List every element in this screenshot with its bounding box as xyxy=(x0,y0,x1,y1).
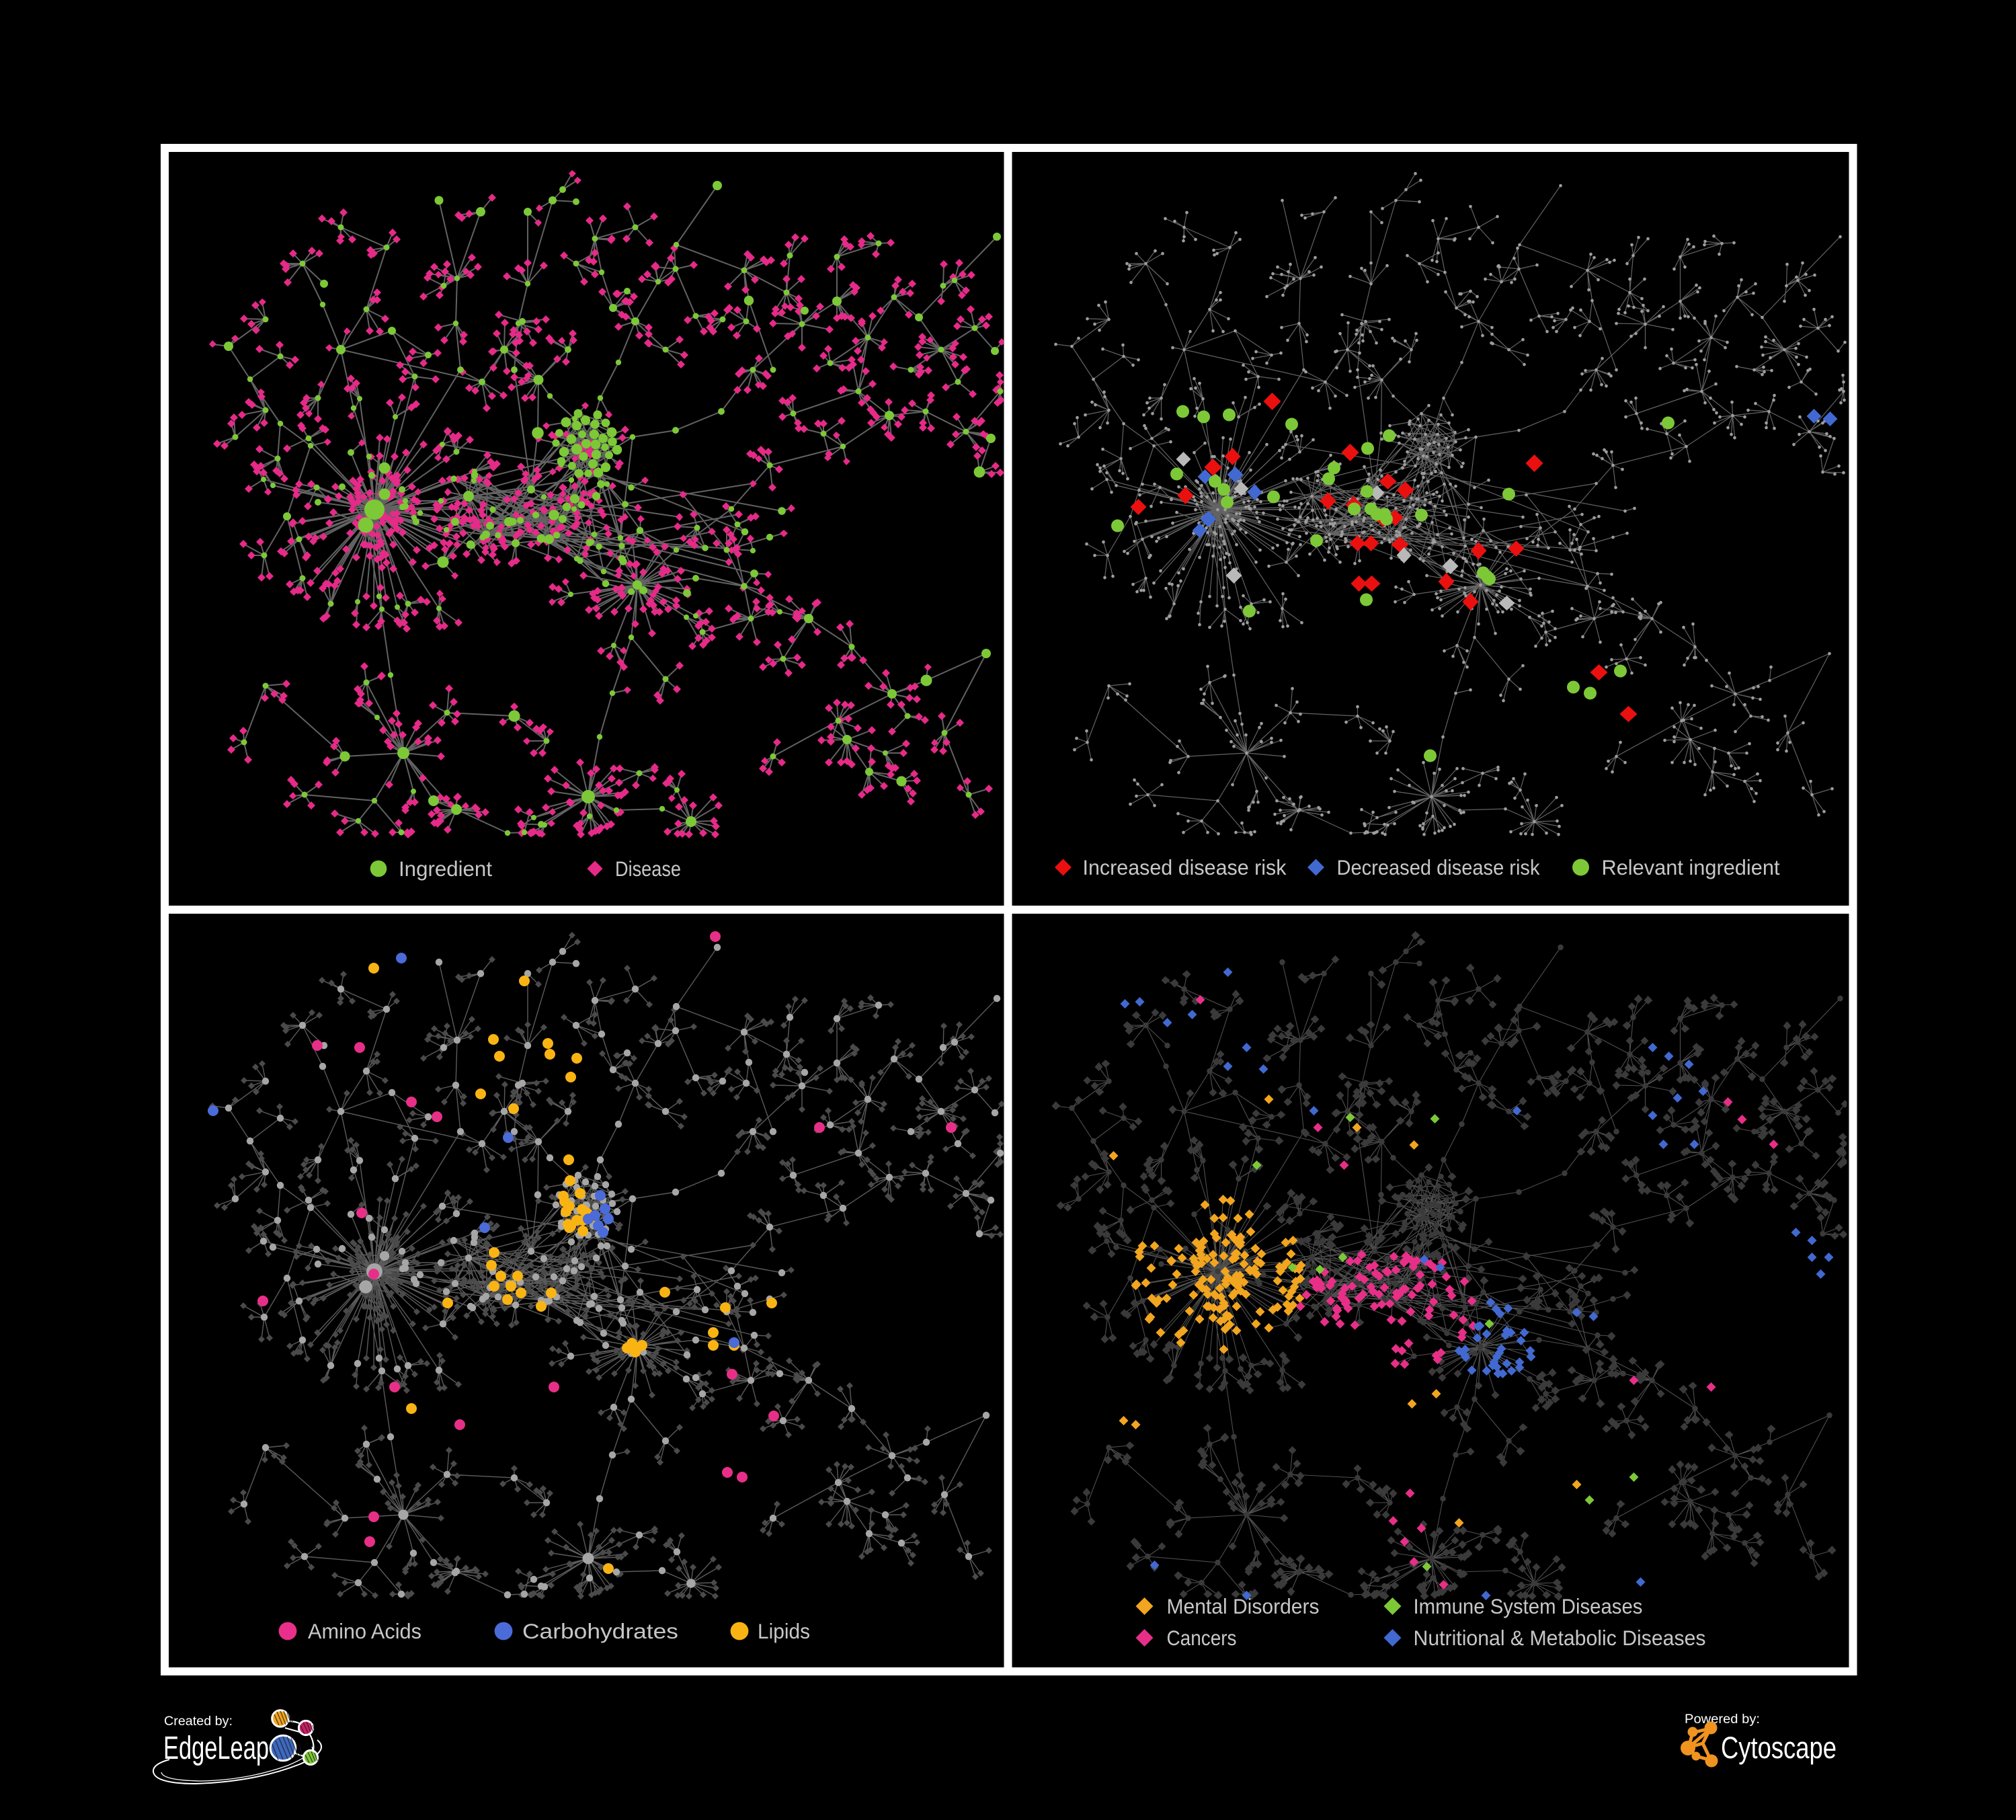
svg-text:Ingredient: Ingredient xyxy=(399,857,492,881)
svg-text:Nutritional & Metabolic Diseas: Nutritional & Metabolic Diseases xyxy=(1414,1626,1706,1650)
svg-text:Created by:: Created by: xyxy=(164,1714,233,1729)
svg-text:Decreased disease risk: Decreased disease risk xyxy=(1337,855,1540,879)
svg-text:Powered by:: Powered by: xyxy=(1685,1712,1760,1727)
svg-text:Increased disease risk: Increased disease risk xyxy=(1083,855,1287,879)
svg-text:Cytoscape: Cytoscape xyxy=(1721,1731,1837,1765)
svg-text:Immune System Diseases: Immune System Diseases xyxy=(1414,1594,1643,1618)
svg-text:Mental Disorders: Mental Disorders xyxy=(1167,1594,1320,1618)
svg-text:Relevant ingredient: Relevant ingredient xyxy=(1602,855,1780,879)
svg-text:Amino Acids: Amino Acids xyxy=(308,1619,421,1643)
svg-text:Cancers: Cancers xyxy=(1167,1626,1237,1650)
svg-text:Lipids: Lipids xyxy=(758,1619,810,1643)
svg-text:Carbohydrates: Carbohydrates xyxy=(522,1619,678,1643)
svg-text:EdgeLeap: EdgeLeap xyxy=(163,1731,269,1766)
svg-text:Disease: Disease xyxy=(615,857,681,881)
